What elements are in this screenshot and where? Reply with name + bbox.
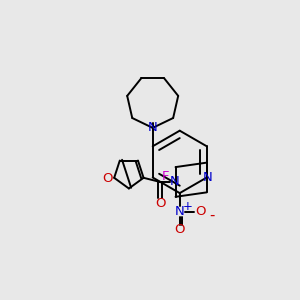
Text: -: -	[209, 208, 214, 223]
Text: N: N	[148, 122, 158, 134]
Text: +: +	[183, 200, 193, 213]
Text: N: N	[202, 171, 212, 184]
Text: O: O	[102, 172, 113, 185]
Text: O: O	[155, 197, 165, 210]
Text: N: N	[175, 205, 184, 218]
Text: F: F	[161, 169, 169, 182]
Text: O: O	[195, 205, 206, 218]
Text: O: O	[175, 223, 185, 236]
Text: N: N	[170, 176, 180, 188]
